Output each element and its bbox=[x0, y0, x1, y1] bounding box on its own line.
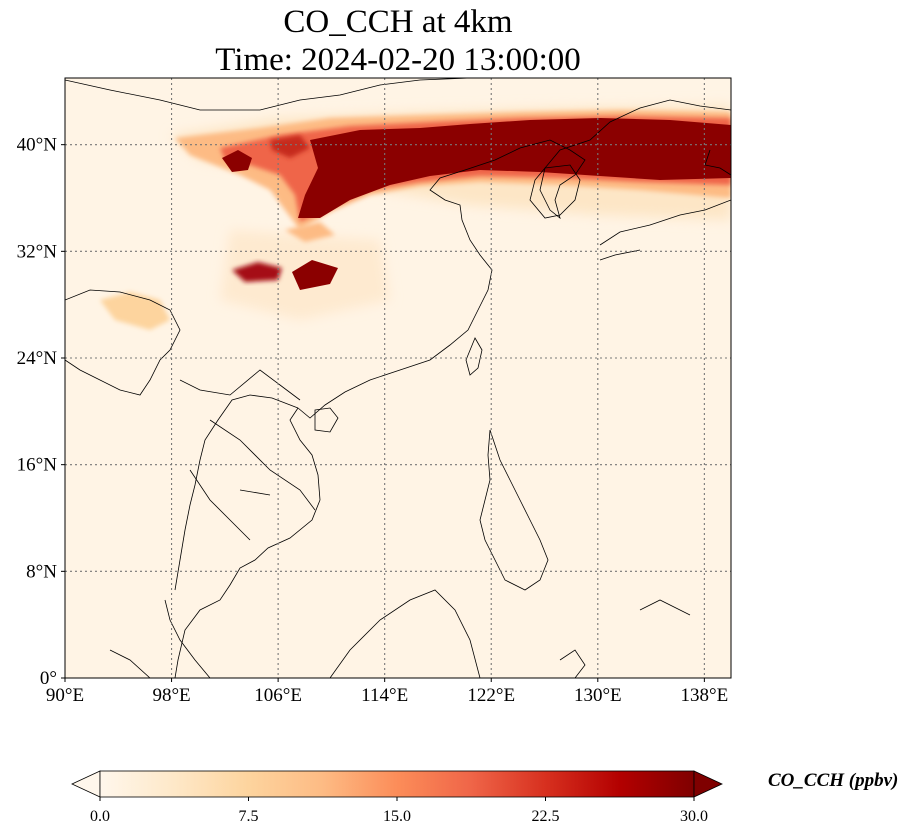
lon-tick-label: 90°E bbox=[46, 685, 84, 706]
map-title: CO_CCH at 4km bbox=[283, 4, 513, 40]
lat-tick-label: 0° bbox=[40, 668, 57, 689]
map-time-subtitle: Time: 2024-02-20 13:00:00 bbox=[215, 42, 581, 78]
lat-tick-label: 40°N bbox=[17, 135, 58, 156]
colorbar-extend-max bbox=[693, 770, 723, 798]
plume-patch-west bbox=[222, 150, 252, 172]
colorbar-tick-label: 15.0 bbox=[383, 808, 411, 825]
gridlines bbox=[65, 78, 731, 678]
lon-tick-label: 98°E bbox=[152, 685, 190, 706]
colorbar-extend-min bbox=[71, 770, 101, 798]
latitude-axis: 0° 8°N 16°N 24°N 32°N 40°N bbox=[17, 135, 65, 689]
lat-tick-label: 32°N bbox=[17, 241, 58, 262]
colorbar-label: CO_CCH (ppbv) bbox=[768, 770, 899, 791]
colorbar-ticks: 0.0 7.5 15.0 22.5 30.0 bbox=[90, 797, 708, 825]
lon-tick-label: 106°E bbox=[254, 685, 302, 706]
lon-tick-label: 130°E bbox=[574, 685, 622, 706]
colorbar-tick-label: 0.0 bbox=[90, 808, 110, 825]
plume-patch-south-2 bbox=[292, 260, 338, 290]
concentration-field bbox=[65, 78, 731, 678]
lon-tick-label: 122°E bbox=[467, 685, 515, 706]
lat-tick-label: 24°N bbox=[17, 348, 58, 369]
longitude-axis: 90°E 98°E 106°E 114°E 122°E 130°E 138°E bbox=[46, 678, 728, 706]
lat-tick-label: 8°N bbox=[26, 561, 57, 582]
colorbar-tick-label: 30.0 bbox=[680, 808, 708, 825]
lat-tick-label: 16°N bbox=[17, 455, 58, 476]
plume-patch-northwest bbox=[270, 135, 310, 158]
colorbar-gradient bbox=[99, 770, 695, 798]
plume-patch-south-3 bbox=[285, 222, 335, 242]
map-frame bbox=[64, 77, 732, 679]
colorbar-tick-label: 7.5 bbox=[239, 808, 259, 825]
lon-tick-label: 138°E bbox=[681, 685, 729, 706]
colorbar: 0.0 7.5 15.0 22.5 30.0 bbox=[71, 770, 723, 825]
plume-core bbox=[298, 118, 731, 218]
colorbar-tick-label: 22.5 bbox=[532, 808, 560, 825]
lon-tick-label: 114°E bbox=[361, 685, 408, 706]
plume-patch-south-1 bbox=[232, 262, 282, 282]
coastlines bbox=[65, 78, 731, 678]
